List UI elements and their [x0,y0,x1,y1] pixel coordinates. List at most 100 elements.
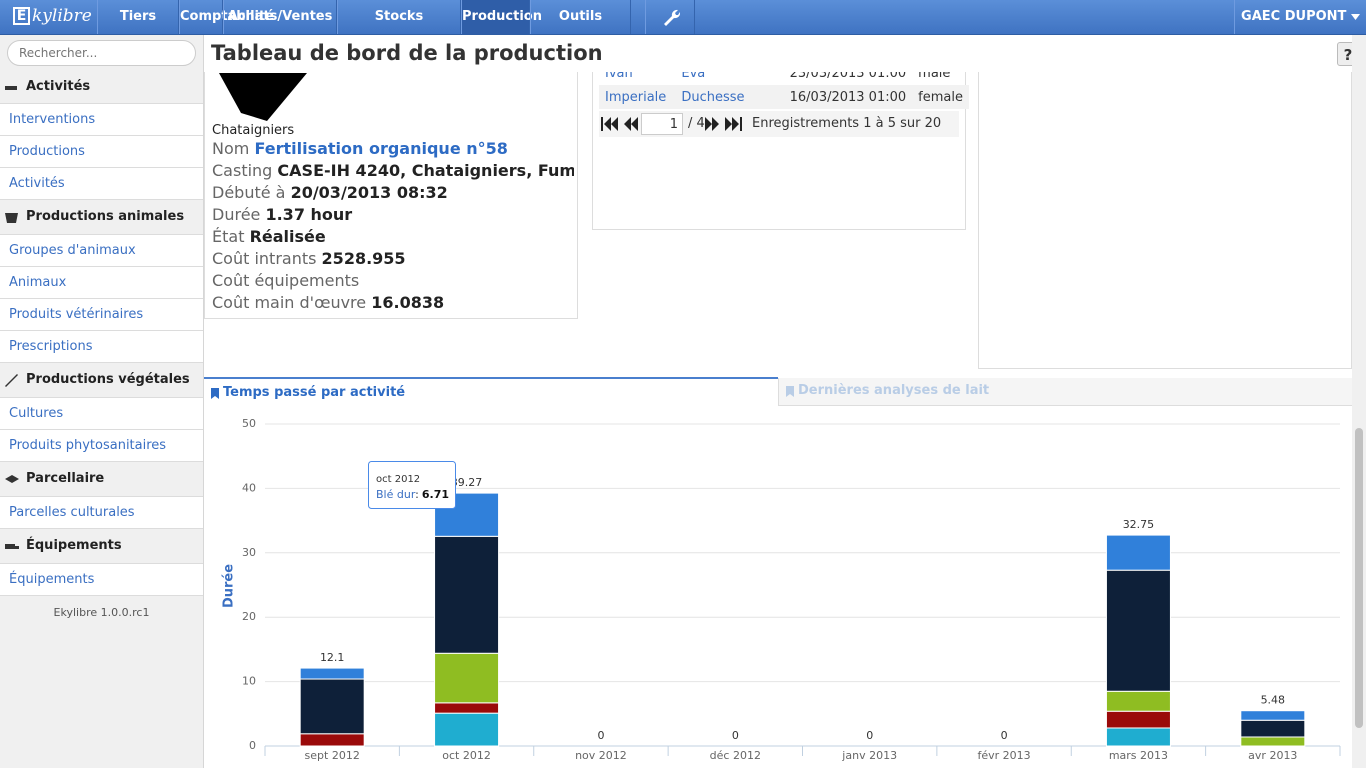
bar-segment [299,667,365,680]
section-header: Productions végétales [0,363,203,397]
sidebar-link[interactable]: Productions [0,135,203,167]
table-cell[interactable]: Duchesse [681,89,745,105]
caret [1350,14,1360,20]
stack-total: 12.1 [320,651,345,664]
field-label: Débuté à [212,183,286,202]
sidebar-link[interactable]: Produits vétérinaires [0,298,203,330]
field-label: Coût intrants [212,249,317,268]
place-name: Chataigniers [212,123,295,138]
sidebar: ActivitésInterventionsProductionsActivit… [0,35,204,768]
table-cell[interactable]: Ivan [605,72,633,81]
y-tick-label: 50 [242,417,256,430]
tooltip-separator: : [415,488,419,501]
sidebar-link[interactable]: Équipements [0,563,203,596]
bar-segment [434,652,500,704]
y-tick-label: 20 [242,610,256,623]
y-tick-label: 40 [242,481,256,494]
section-header: Parcellaire [0,462,203,496]
section-icon [5,544,19,549]
tooltip-value: 6.71 [422,488,449,501]
bar-segment [434,702,500,714]
nav-item[interactable]: Achats/Ventes [223,0,337,34]
pager-next-last[interactable] [705,117,745,131]
stack-total: 0 [1001,729,1008,742]
table-cell[interactable]: Imperiale [605,89,667,105]
y-tick-label: 0 [249,739,256,752]
sidebar-link[interactable]: Animaux [0,266,203,298]
bar-segment [1105,690,1171,712]
wrench [664,9,681,26]
top-nav: E kylibre Tiers Comptabilité Achats/Ventes… [0,0,1366,35]
bar-segment [1240,710,1306,721]
section-title: Équipements [26,538,122,553]
y-tick-label: 10 [242,675,256,688]
section-header: Productions animales [0,200,203,234]
tab-label: Dernières analyses de lait [798,383,990,398]
y-tick-label: 30 [242,546,256,559]
field-label: Casting [212,161,273,180]
account-menu[interactable]: GAEC DUPONT [1234,0,1366,34]
section-icon [5,475,19,483]
tab-active[interactable]: Temps passé par activité [204,377,778,406]
tooltip-title: oct 2012 [376,474,420,485]
link-list: Groupes d'animaux Animaux Produits vétérin… [0,234,203,363]
field-label: Durée [212,205,261,224]
bar-segment [1240,736,1306,747]
stack-total: 39.27 [451,476,483,489]
section-title: Productions animales [26,209,185,224]
intervention-panel: Chataigniers Nom Fertilisation organique… [204,72,578,319]
section-title: Parcellaire [26,471,105,486]
sidebar-link[interactable]: Parcelles culturales [0,496,203,529]
x-tick-label: sept 2012 [305,749,360,762]
bar-segment [299,733,365,747]
bar-segment [434,535,500,654]
nav-item[interactable]: Tiers [97,0,179,34]
sidebar-link[interactable]: Groupes d'animaux [0,234,203,266]
link-list: Interventions Productions Activités [0,103,203,200]
x-tick-label: janv 2013 [841,749,897,762]
bar-segment [1105,534,1171,571]
nav-item[interactable]: Production [461,0,542,34]
bookmark-icon [786,386,794,397]
field: État Réalisée [212,226,574,248]
scroll-thumb[interactable] [1355,428,1363,728]
pager: 1 / 4 Enregistrements 1 à 5 sur 20 [599,111,959,137]
y-axis-title: Durée [222,564,237,608]
field: Coût équipements [212,270,574,292]
nav-item[interactable]: Outils [530,0,631,34]
scrollbar[interactable] [1352,35,1366,768]
records: Enregistrements 1 à 5 sur 20 [752,116,942,131]
sidebar-link[interactable]: Cultures [0,397,203,429]
tab-inactive[interactable]: Dernières analyses de lait [778,378,1352,406]
field-value[interactable]: Fertilisation organique n°58 [254,139,508,158]
sidebar-link[interactable]: Interventions [0,103,203,135]
field-label: État [212,227,245,246]
field: Débuté à 20/03/2013 08:32 [212,182,574,204]
link-list: Équipements [0,563,203,596]
pager-first-prev[interactable] [601,117,641,131]
table-cell[interactable]: Eva [681,72,706,81]
chart: Durée 0 10 20 30 40 50 sept 2012 12.1 oct 2012 39… [222,417,1341,762]
table-cell: female [918,89,963,105]
link-list: Parcelles culturales [0,496,203,529]
tab-label: Temps passé par activité [223,385,406,400]
nav-item[interactable]: Stocks [337,0,461,34]
nav-item[interactable]: Comptabilité [179,0,274,34]
bar-segment [1105,710,1171,729]
section-title: Activités [26,79,91,94]
tooltip-series: Blé dur [376,488,416,501]
dashboard-cells: Chataigniers Nom Fertilisation organique… [204,72,1352,378]
page-input[interactable]: 1 [641,113,683,135]
section-icon [5,86,17,90]
tools-icon[interactable] [645,0,695,34]
logo-text[interactable]: kylibre [32,6,92,26]
page-title: Tableau de bord de la production [211,41,603,65]
animals-panel: Ivan Eva 23/03/2013 01:00 male Imperiale Duch… [592,72,969,230]
sidebar-link[interactable]: Produits phytosanitaires [0,429,203,462]
sidebar-link[interactable]: Activités [0,167,203,200]
search-input[interactable] [7,40,196,66]
sidebar-link[interactable]: Prescriptions [0,330,203,363]
field-value: 16.0838 [371,293,445,312]
logo-mark[interactable]: E [13,7,30,25]
empty-panel [978,72,1352,369]
